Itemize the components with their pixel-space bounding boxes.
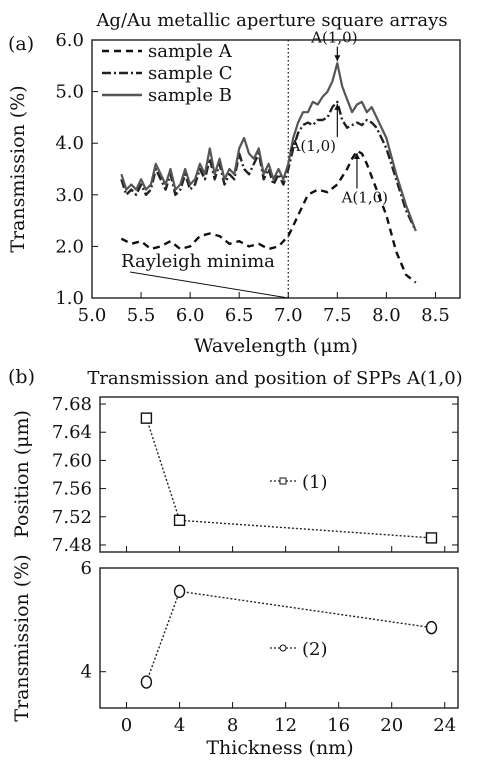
panel-b-circle-marker <box>425 620 438 635</box>
panel-b-title: Transmission and position of SPPs A(1,0) <box>87 368 462 389</box>
panel-a-x-tick-label: 6.5 <box>225 305 254 326</box>
panel-a-y-tick-label: 2.0 <box>55 236 84 257</box>
panel-a-x-axis-label: Wavelength (μm) <box>194 335 358 357</box>
panel-b-x-tick-label: 0 <box>121 715 132 736</box>
panel-a-plot-frame <box>91 39 461 299</box>
panel-a-y-tick-label: 5.0 <box>55 82 84 103</box>
panel-b-x-tick-label: 4 <box>174 715 185 736</box>
panel-a-x-tick-label: 8.0 <box>372 305 401 326</box>
panel-a-y-tick-label: 6.0 <box>55 30 84 51</box>
panel-b-circle-marker <box>173 584 186 599</box>
panel-b-x-tick-label: 24 <box>433 715 456 736</box>
peak-arrow-head <box>353 152 360 159</box>
panel-b-legend-marker <box>279 644 287 652</box>
panel-a-y-tick-label: 3.0 <box>55 185 84 206</box>
panel-b-y-tick-label: 6 <box>81 558 92 579</box>
panel-b-square-marker <box>425 532 438 544</box>
panel-b-x-tick-label: 20 <box>380 715 403 736</box>
peak-annotation-label: A(1,0) <box>341 189 388 207</box>
panel-b-x-axis-label: Thickness (nm) <box>206 737 353 759</box>
panel-a-y-tick-label: 4.0 <box>55 133 84 154</box>
panel-a-x-tick-label: 7.5 <box>323 305 352 326</box>
legend-label: sample B <box>148 85 232 106</box>
peak-annotation-label: A(1,0) <box>310 29 357 47</box>
panel-a-y-tick-label: 1.0 <box>55 288 84 309</box>
panel-b-x-tick-label: 16 <box>327 715 350 736</box>
panel-b-y-tick-label: 7.56 <box>52 479 92 500</box>
panel-b-x-tick-label: 8 <box>227 715 238 736</box>
panel-b-y-tick-label: 7.68 <box>52 394 92 415</box>
panel-b-y-tick-label: 7.48 <box>52 535 92 556</box>
panel-b-legend-marker <box>279 477 287 485</box>
peak-annotation-label: A(1,0) <box>289 137 336 155</box>
rayleigh-minima-label: Rayleigh minima <box>121 251 275 272</box>
panel-b-bottom-plot-frame <box>99 567 459 709</box>
panel-b-square-marker <box>173 514 186 526</box>
panel-b-legend-label: (1) <box>302 472 328 493</box>
panel-a-x-tick-label: 7.0 <box>274 305 303 326</box>
panel-b-y-tick-label: 7.64 <box>52 422 92 443</box>
panel-a-x-tick-label: 8.5 <box>421 305 450 326</box>
series-line-sample-a <box>120 149 417 284</box>
panel-a-x-tick-label: 5.0 <box>78 305 107 326</box>
panel-a: Ag/Au metallic aperture square arrays (a… <box>7 10 461 357</box>
panel-b-label: (b) <box>8 366 35 388</box>
rayleigh-pointer-line <box>129 271 289 299</box>
panel-a-x-tick-label: 5.5 <box>127 305 156 326</box>
series-line-sample-b <box>120 62 417 232</box>
panel-b-series-line <box>145 417 432 539</box>
peak-arrow-head <box>334 55 341 62</box>
panel-b-series-line <box>145 590 432 683</box>
panel-b-circle-marker <box>140 675 153 689</box>
panel-b: (b) Transmission and position of SPPs A(… <box>8 366 463 759</box>
panel-b-bottom-y-axis-label: Transmission (%) <box>11 554 33 721</box>
panel-b-y-tick-label: 7.52 <box>52 507 92 528</box>
panel-a-x-tick-label: 6.0 <box>176 305 205 326</box>
panel-a-title: Ag/Au metallic aperture square arrays <box>95 10 447 31</box>
panel-b-square-marker <box>140 412 153 424</box>
peak-arrow-head <box>334 103 341 110</box>
panel-b-y-tick-label: 7.60 <box>52 450 92 471</box>
panel-b-top-y-axis-label: Position (μm) <box>11 410 33 538</box>
panel-b-legend-label: (2) <box>302 639 328 660</box>
panel-b-top-plot-frame <box>99 396 459 553</box>
panel-a-y-axis-label: Transmission (%) <box>7 85 29 252</box>
panel-b-y-tick-label: 4 <box>81 662 92 683</box>
panel-a-label: (a) <box>8 33 34 55</box>
panel-b-x-tick-label: 12 <box>274 715 297 736</box>
legend-label: sample A <box>148 41 233 62</box>
legend-label: sample C <box>148 63 232 84</box>
